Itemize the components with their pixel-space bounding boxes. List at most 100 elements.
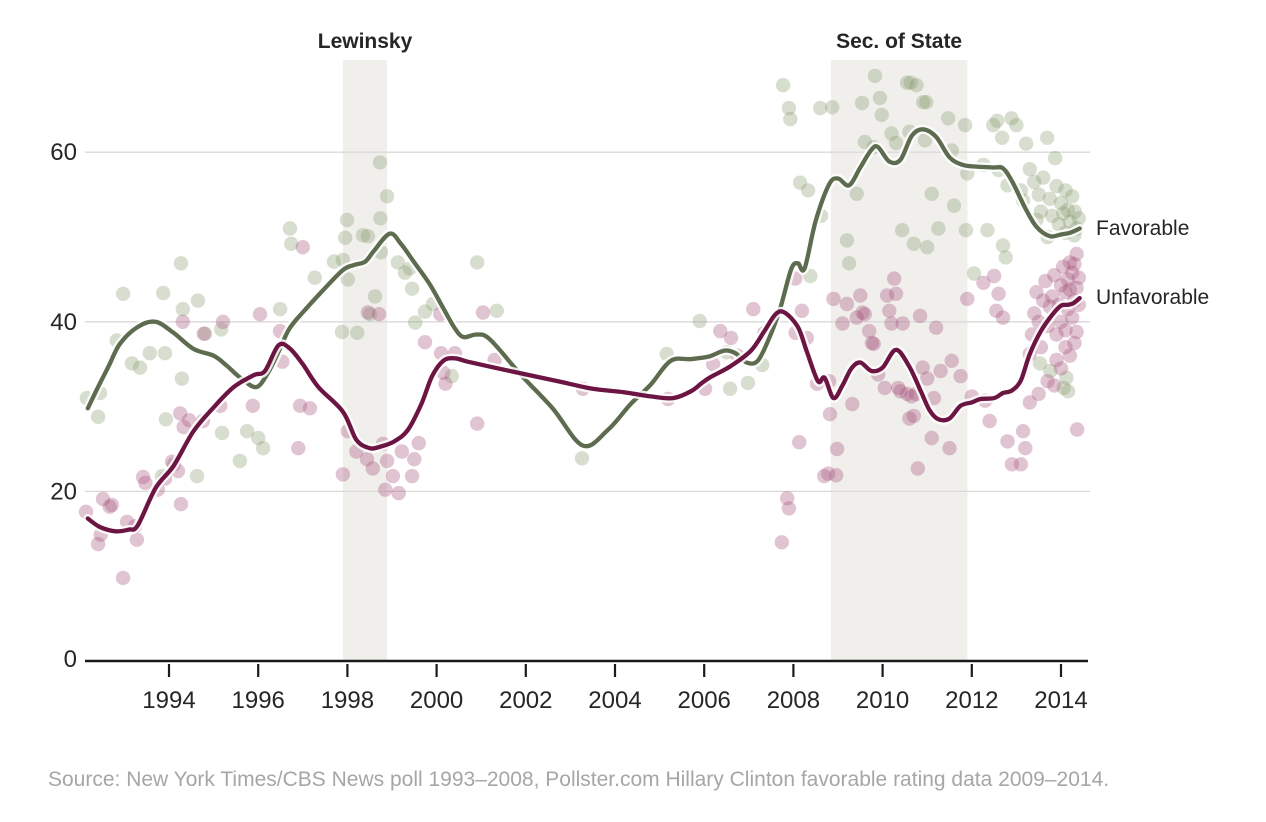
scatter-dot-favorable [1059, 370, 1074, 385]
scatter-dot-favorable [849, 186, 864, 201]
scatter-dot-favorable [173, 256, 189, 271]
scatter-dot-unfavorable [378, 482, 393, 497]
scatter-dot-unfavorable [991, 286, 1006, 301]
scatter-dot-unfavorable [986, 268, 1002, 284]
scatter-dot-favorable [340, 272, 355, 287]
scatter-dot-favorable [1031, 187, 1046, 202]
scatter-dot-unfavorable [1029, 284, 1044, 300]
scatter-dot-favorable [692, 313, 707, 329]
scatter-dot-favorable [190, 293, 206, 308]
scatter-dot-unfavorable [292, 398, 308, 413]
scatter-dot-unfavorable [960, 291, 975, 307]
scatter-dot-unfavorable [173, 496, 189, 512]
scatter-dot-unfavorable [1067, 256, 1082, 272]
scatter-dot-favorable [1043, 363, 1058, 379]
scatter-dot-unfavorable [1040, 374, 1055, 389]
scatter-dot-favorable [990, 113, 1005, 128]
scatter-dot-unfavorable [884, 316, 899, 331]
scatter-dot-unfavorable [1038, 273, 1053, 289]
scatter-dot-favorable [946, 198, 962, 213]
scatter-dot-unfavorable [780, 491, 795, 506]
scatter-dot-favorable [941, 111, 956, 126]
scatter-dot-favorable [1067, 204, 1083, 219]
scatter-dot-unfavorable [371, 307, 387, 322]
scatter-dot-favorable [841, 256, 857, 271]
scatter-dot-favorable [839, 233, 855, 248]
scatter-dot-favorable [1009, 117, 1024, 133]
scatter-dot-favorable [408, 315, 423, 330]
scatter-dot-favorable [1049, 178, 1064, 194]
scatter-dot-unfavorable [1069, 324, 1084, 340]
scatter-dot-unfavorable [862, 323, 877, 339]
scatter-dot-unfavorable [774, 535, 789, 550]
scatter-dot-favorable [722, 381, 738, 396]
scatter-dot-unfavorable [215, 314, 231, 329]
scatter-dot-favorable [417, 304, 433, 319]
y-tick-label-0: 0 [64, 646, 77, 673]
scatter-dot-favorable [197, 326, 213, 341]
annotation-sec-of-state: Sec. of State [836, 30, 963, 53]
scatter-dot-unfavorable [1062, 255, 1078, 270]
x-tick-label-2010: 2010 [856, 687, 909, 714]
scatter-dot-unfavorable [360, 305, 376, 320]
scatter-dot-unfavorable [175, 314, 190, 329]
scatter-dot-unfavorable [995, 310, 1011, 325]
scatter-dot-unfavorable [404, 468, 420, 484]
scatter-dot-favorable [740, 375, 756, 391]
scatter-dot-unfavorable [90, 536, 106, 552]
y-tick-label-60: 60 [50, 139, 77, 166]
scatter-dot-favorable [156, 285, 171, 301]
scatter-dot-unfavorable [723, 330, 739, 346]
scatter-dot-unfavorable [438, 376, 453, 391]
scatter-dot-unfavorable [1058, 323, 1073, 338]
scatter-dot-favorable [916, 95, 931, 110]
scatter-dot-unfavorable [713, 323, 728, 339]
scatter-dot-favorable [1033, 204, 1049, 219]
scatter-dot-unfavorable [888, 286, 904, 301]
series-label-unfavorable: Unfavorable [1096, 286, 1210, 310]
scatter-dot-unfavorable [826, 291, 841, 307]
scatter-dot-favorable [360, 229, 376, 244]
scatter-dot-unfavorable [845, 396, 860, 412]
scatter-dot-unfavorable [953, 368, 968, 384]
scatter-dot-favorable [282, 221, 298, 236]
scatter-dot-favorable [1044, 208, 1060, 223]
scatter-dot-unfavorable [129, 532, 145, 547]
scatter-dot-favorable [1062, 214, 1078, 229]
scatter-dot-unfavorable [102, 499, 117, 514]
scatter-dot-favorable [825, 100, 840, 115]
x-tick-label-1998: 1998 [321, 687, 374, 714]
scatter-dot-favorable [326, 254, 342, 269]
scatter-dot-favorable [1022, 162, 1037, 177]
scatter-dot-favorable [189, 468, 205, 484]
scatter-dot-favorable [1032, 356, 1048, 371]
scatter-dot-unfavorable [976, 275, 991, 290]
scatter-dot-favorable [980, 223, 995, 238]
scatter-dot-unfavorable [895, 316, 910, 331]
scatter-dot-unfavorable [915, 360, 930, 375]
scatter-dot-unfavorable [1053, 314, 1069, 329]
scatter-dot-favorable [919, 95, 934, 110]
scatter-dot-unfavorable [902, 411, 917, 426]
scatter-dot-unfavorable [1071, 270, 1087, 285]
scatter-dot-unfavorable [365, 461, 380, 476]
scatter-dot-unfavorable [829, 441, 845, 457]
scatter-dot-unfavorable [912, 308, 928, 324]
scatter-dot-favorable [781, 100, 797, 116]
scatter-dot-favorable [90, 409, 106, 424]
scatter-dot-unfavorable [1044, 289, 1060, 304]
scatter-dot-unfavorable [794, 303, 810, 318]
scatter-dot-unfavorable [1053, 361, 1069, 376]
scatter-dot-favorable [307, 270, 322, 285]
scatter-dot-unfavorable [933, 363, 948, 379]
scatter-dot-favorable [1071, 211, 1087, 226]
scatter-dot-unfavorable [1000, 434, 1015, 449]
scatter-dot-unfavorable [1027, 306, 1042, 321]
scatter-dot-unfavorable [989, 303, 1004, 318]
scatter-dot-unfavorable [173, 406, 188, 421]
scatter-dot-favorable [924, 186, 939, 201]
x-tick-label-2004: 2004 [588, 687, 641, 714]
scatter-dot-unfavorable [835, 316, 850, 331]
scatter-dot-favorable [124, 356, 140, 371]
